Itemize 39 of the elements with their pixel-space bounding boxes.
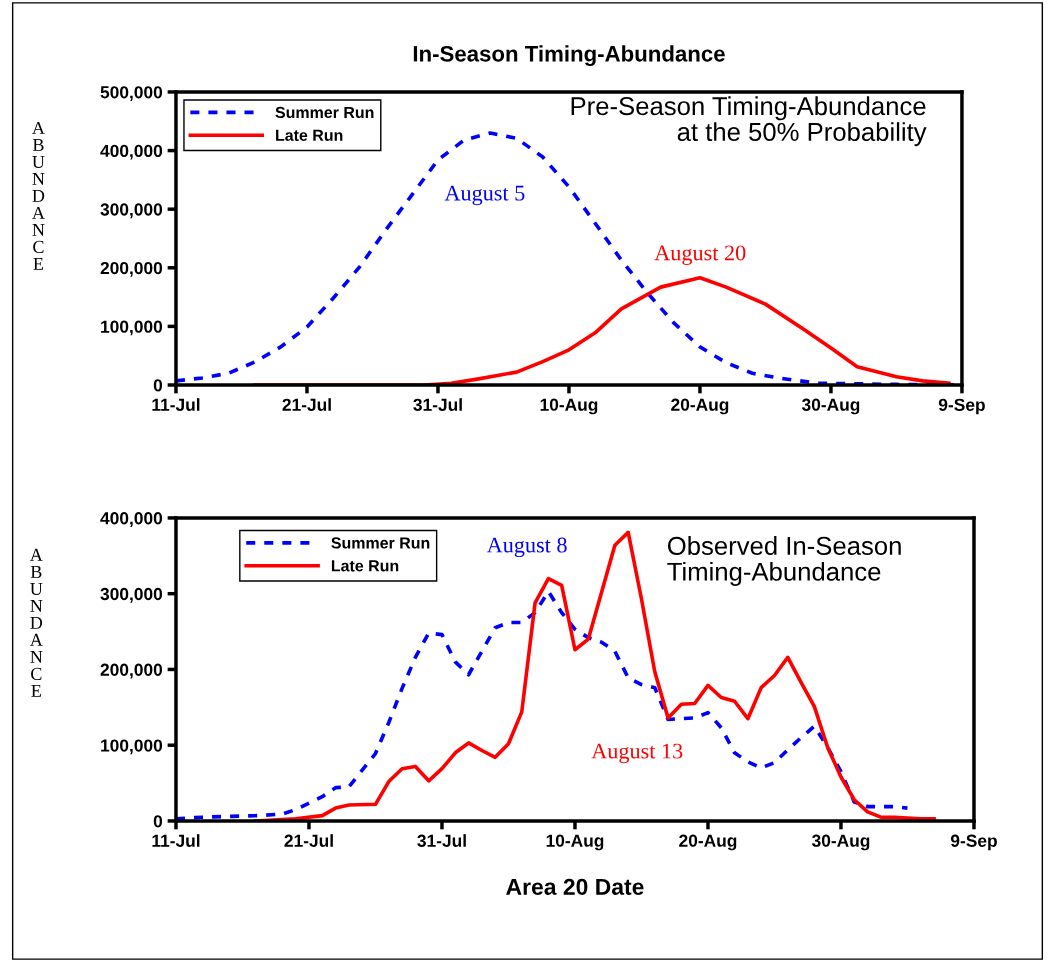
annotation: August 13 (591, 743, 683, 764)
y-tick-label: 300,000 (100, 203, 163, 219)
y-tick-label: 400,000 (100, 144, 163, 160)
x-tick-label: 31-Jul (413, 398, 462, 411)
legend-label: Summer Run (275, 106, 374, 119)
x-tick-label: 21-Jul (284, 834, 333, 847)
text: ABUNDANCE (29, 548, 43, 697)
x-tick-label: 9-Sep (938, 398, 985, 415)
annotation: August 5 (444, 185, 525, 206)
annotation: August 20 (654, 245, 746, 265)
annotation: Observed In-Season Timing-Abundance (667, 536, 901, 586)
x-tick-label: 11-Jul (152, 398, 200, 411)
x-tick-label: 9-Sep (950, 834, 997, 851)
x-tick-label: 11-Jul (152, 834, 200, 847)
x-tick-label: 20-Aug (679, 834, 737, 851)
y-tick-label: 100,000 (101, 320, 163, 336)
legend-label: Summer Run (331, 537, 430, 549)
x-axis-title: Area 20 Date (506, 878, 644, 895)
x-tick-label: 30-Aug (811, 834, 870, 851)
x-tick-label: 10-Aug (546, 834, 604, 851)
x-tick-label: 10-Aug (540, 398, 598, 415)
x-tick-label: 30-Aug (801, 398, 860, 415)
legend-label: Late Run (331, 560, 399, 572)
x-tick-label: 21-Jul (282, 398, 331, 411)
annotation: August 8 (486, 537, 567, 558)
y-tick-label: 200,000 (100, 663, 163, 679)
y-tick-label: 100,000 (101, 739, 163, 755)
text: ABUNDANCE (32, 121, 45, 270)
y-tick-label: 500,000 (100, 86, 163, 101)
y-tick-label: 300,000 (100, 587, 163, 603)
chart-title: In-Season Timing-Abundance (413, 45, 725, 67)
legend-label: Late Run (276, 129, 343, 141)
annotation: Pre-Season Timing-Abundance at the 50% Probability (571, 96, 927, 147)
y-tick-label: 400,000 (100, 512, 163, 527)
x-tick-label: 31-Jul (417, 834, 466, 847)
y-tick-label: 0 (153, 379, 163, 392)
x-tick-label: 20-Aug (671, 398, 729, 415)
y-tick-label: 0 (153, 815, 163, 828)
y-tick-label: 200,000 (100, 261, 163, 277)
